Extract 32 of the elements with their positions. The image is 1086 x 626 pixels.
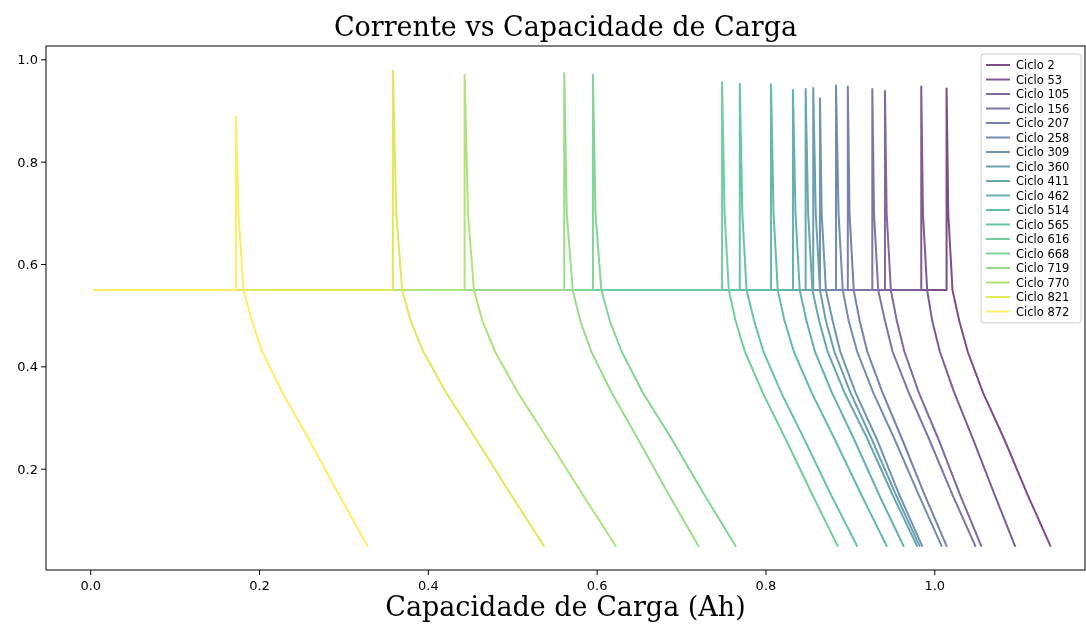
- legend-label: Ciclo 565: [1016, 217, 1070, 232]
- legend-label: Ciclo 462: [1016, 188, 1070, 203]
- x-tick-label: 0.0: [80, 578, 102, 593]
- legend-label: Ciclo 411: [1016, 174, 1070, 189]
- y-tick-label: 0.4: [17, 359, 38, 375]
- chart-title: Corrente vs Capacidade de Carga: [333, 11, 798, 42]
- legend-label: Ciclo 872: [1016, 304, 1070, 319]
- legend-label: Ciclo 207: [1016, 116, 1070, 131]
- legend-label: Ciclo 258: [1016, 130, 1070, 145]
- legend-label: Ciclo 360: [1016, 159, 1070, 174]
- legend-label: Ciclo 514: [1016, 203, 1070, 218]
- legend-label: Ciclo 2: [1016, 58, 1055, 73]
- y-tick-label: 0.2: [17, 461, 38, 477]
- legend-label: Ciclo 821: [1016, 290, 1070, 305]
- y-tick-label: 0.8: [17, 154, 38, 170]
- x-axis-title: Capacidade de Carga (Ah): [385, 591, 746, 622]
- x-tick-label: 1.0: [924, 578, 946, 593]
- y-tick-label: 1.0: [17, 52, 38, 68]
- x-tick-label: 0.4: [418, 578, 439, 593]
- legend-label: Ciclo 105: [1016, 87, 1070, 102]
- legend-label: Ciclo 309: [1016, 145, 1070, 160]
- line-series: [93, 115, 369, 547]
- legend-label: Ciclo 616: [1016, 232, 1070, 247]
- legend-label: Ciclo 53: [1016, 72, 1063, 87]
- x-tick-label: 0.2: [249, 578, 270, 593]
- x-tick-label: 0.6: [586, 578, 608, 593]
- legend-label: Ciclo 770: [1016, 275, 1070, 290]
- x-tick-label: 0.8: [755, 578, 777, 593]
- legend-label: Ciclo 719: [1016, 261, 1070, 276]
- legend-label: Ciclo 668: [1016, 246, 1070, 261]
- y-tick-label: 0.6: [17, 257, 38, 273]
- legend-label: Ciclo 156: [1016, 101, 1070, 116]
